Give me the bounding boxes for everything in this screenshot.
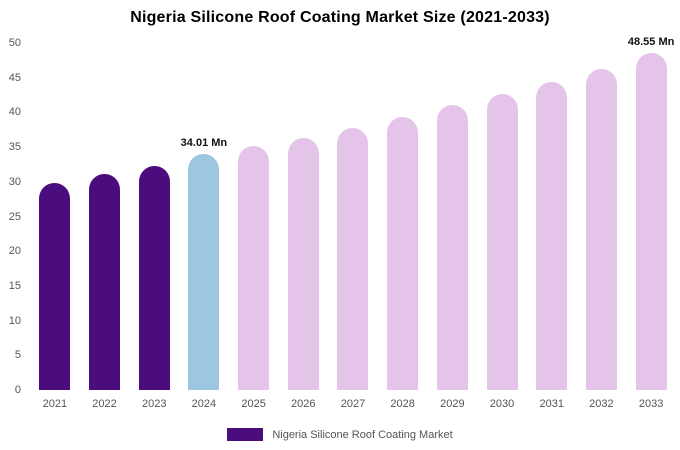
bar-2023: [138, 165, 170, 390]
y-axis: 0 5 10 15 20 25 30 35 40 45 50: [0, 37, 27, 396]
y-tick-label: 20: [8, 245, 21, 258]
bar-2028: [387, 117, 419, 390]
x-tick-label-2033: 2033: [638, 398, 664, 410]
x-tick-label-2021: 2021: [42, 398, 68, 410]
bar-2031: [536, 81, 568, 390]
y-tick-label: 15: [8, 279, 21, 292]
x-tick-label-2029: 2029: [440, 398, 465, 410]
bar-2025: [238, 146, 270, 390]
bar-series: 34.01 Mn 48.55 Mn: [30, 36, 676, 390]
bar-value-label-2033: 48.55 Mn: [627, 36, 675, 49]
legend: Nigeria Silicone Roof Coating Market: [0, 428, 680, 441]
x-tick-label-2026: 2026: [291, 398, 316, 410]
bar-slot-2029: [428, 43, 478, 390]
chart-title: Nigeria Silicone Roof Coating Market Siz…: [130, 9, 550, 26]
x-tick-label-2027: 2027: [340, 398, 366, 410]
plot-area: 34.01 Mn 48.55 Mn: [30, 36, 676, 390]
x-tick-label-2024: 2024: [191, 398, 217, 410]
y-tick-label: 5: [14, 349, 21, 362]
y-tick-label: 45: [8, 71, 21, 84]
bar-2027: [337, 127, 369, 390]
x-tick-label-2032: 2032: [589, 398, 614, 410]
bar-2026: [287, 138, 319, 390]
x-tick-label-2028: 2028: [390, 398, 415, 410]
bar-slot-2027: [328, 43, 378, 390]
bar-slot-2032: [577, 43, 627, 390]
bar-slot-2022: [80, 43, 130, 390]
bar-slot-2024: 34.01 Mn: [179, 43, 229, 390]
y-tick-label: 10: [8, 314, 21, 327]
bar-2021: [39, 182, 71, 390]
bar-2032: [585, 69, 617, 390]
y-tick-label: 50: [8, 37, 21, 49]
x-tick-label-2022: 2022: [92, 398, 117, 410]
y-tick-label: 35: [8, 141, 21, 154]
bar-slot-2031: [527, 43, 577, 390]
legend-swatch: [227, 428, 264, 441]
bar-slot-2030: [477, 43, 527, 390]
bar-slot-2023: [129, 43, 179, 390]
bar-slot-2025: [229, 43, 279, 390]
y-tick-label: 25: [8, 210, 21, 223]
x-tick-label-2023: 2023: [141, 398, 167, 410]
x-tick-label-2031: 2031: [539, 398, 564, 410]
bar-slot-2028: [378, 43, 428, 390]
bar-value-label-2024: 34.01 Mn: [180, 136, 228, 149]
x-tick-label-2025: 2025: [241, 398, 266, 410]
bar-slot-2033: 48.55 Mn: [626, 36, 676, 390]
bar-2022: [89, 174, 121, 390]
bar-slot-2026: [278, 43, 328, 390]
bar-slot-2021: [30, 43, 80, 390]
legend-label: Nigeria Silicone Roof Coating Market: [272, 428, 453, 441]
x-tick-label-2030: 2030: [489, 398, 515, 410]
y-tick-label: 0: [14, 384, 21, 396]
bar-2030: [486, 93, 518, 390]
bar-2029: [436, 105, 468, 390]
bar-2024: [188, 153, 220, 390]
y-tick-label: 30: [8, 175, 21, 188]
bar-2033: [635, 53, 667, 390]
y-tick-label: 40: [8, 106, 21, 119]
x-axis: 2021 2022 2023 2024 2025 2026 2027 2028 2029 2030…: [30, 398, 676, 410]
